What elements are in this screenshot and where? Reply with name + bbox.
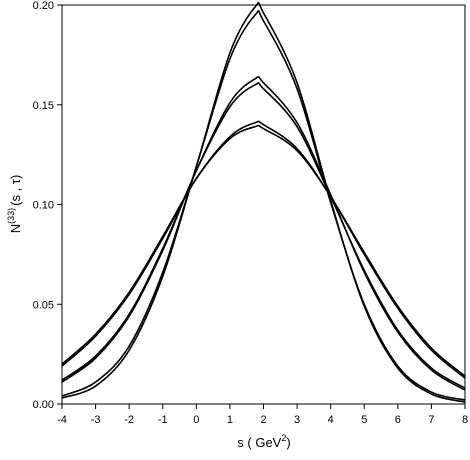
x-axis-label-end: )	[286, 435, 290, 450]
x-tick-label: -2	[124, 414, 134, 426]
series-line-5	[61, 120, 466, 379]
x-tick-label: -1	[158, 414, 168, 426]
x-tick-label: 1	[227, 414, 233, 426]
y-axis-label-end: (s , τ)	[8, 175, 23, 206]
x-tick-label: -3	[91, 414, 101, 426]
series-line-2	[61, 10, 466, 401]
y-tick-label: 0.00	[33, 399, 54, 411]
x-axis-label-main: s ( GeV	[237, 435, 281, 450]
series-line-1	[61, 1, 466, 403]
x-axis-label-superscript: 2	[281, 433, 286, 443]
x-tick-label: 0	[193, 414, 199, 426]
y-axis-label-superscript: (33)	[6, 208, 16, 224]
plot-frame	[61, 4, 466, 405]
x-axis-label: s ( GeV2)	[237, 433, 290, 450]
series-line-4	[61, 82, 466, 389]
y-tick-label: 0.15	[33, 100, 54, 112]
x-tick-label: 4	[328, 414, 334, 426]
y-axis-label: N(33) (s , τ)	[6, 175, 23, 234]
x-tick-label: 6	[395, 414, 401, 426]
x-axis: -4 -3 -2 -1 0 1 2 3 4 5 6 7 8	[57, 404, 468, 426]
y-axis-label-main: N	[8, 224, 23, 233]
series-curves	[61, 1, 466, 403]
x-tick-label: 2	[260, 414, 266, 426]
y-tick-label: 0.20	[33, 0, 54, 12]
x-tick-label: 7	[428, 414, 434, 426]
series-line-6	[61, 124, 466, 377]
y-axis: 0.00 0.05 0.10 0.15 0.20	[33, 0, 62, 411]
x-tick-label: 5	[361, 414, 367, 426]
x-tick-label: 8	[462, 414, 468, 426]
x-tick-label: -4	[57, 414, 67, 426]
y-tick-label: 0.10	[33, 200, 54, 212]
x-tick-label: 3	[294, 414, 300, 426]
y-tick-label: 0.05	[33, 299, 54, 311]
series-line-3	[61, 75, 466, 391]
